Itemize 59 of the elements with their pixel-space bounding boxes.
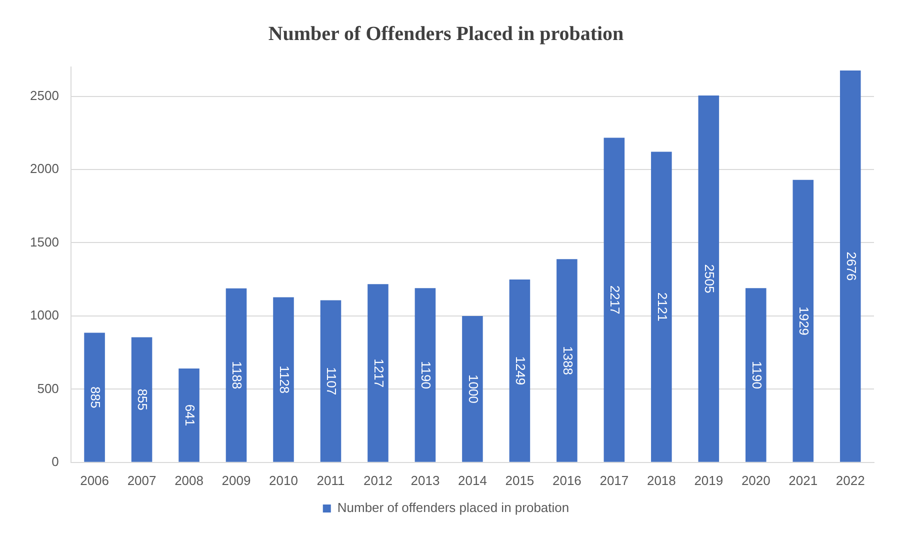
bar (556, 259, 578, 462)
data-label: 641 (182, 404, 198, 426)
data-label: 1107 (324, 367, 340, 396)
data-label: 2217 (608, 285, 623, 314)
bar (226, 288, 247, 462)
x-tick-label: 2011 (316, 472, 345, 488)
bar (509, 279, 530, 462)
bar (273, 297, 294, 462)
x-tick-label: 2017 (600, 472, 629, 488)
bar (131, 337, 152, 462)
y-tick-label: 2500 (30, 88, 59, 103)
x-tick-label: 2015 (505, 472, 534, 488)
x-tick-label: 2021 (788, 472, 818, 488)
x-tick-label: 2006 (80, 472, 109, 488)
data-label: 1190 (418, 361, 434, 389)
bar (178, 368, 200, 462)
bar (604, 138, 625, 462)
bar (651, 152, 672, 462)
bar (414, 288, 436, 462)
bar (84, 332, 105, 462)
x-tick-label: 2012 (364, 472, 392, 488)
x-tick-label: 2013 (410, 472, 440, 488)
x-tick-label: 2016 (552, 472, 582, 488)
data-label: 1217 (371, 358, 386, 388)
legend-label: Number of offenders placed in probation (337, 500, 570, 516)
data-label: 1190 (749, 361, 764, 389)
bar (792, 180, 814, 462)
bar (746, 288, 766, 462)
data-label: 2121 (654, 292, 670, 322)
x-tick-label: 2010 (269, 472, 298, 488)
x-tick-label: 2009 (222, 472, 251, 488)
data-label: 1388 (560, 346, 576, 375)
x-tick-label: 2007 (127, 472, 156, 488)
data-label: 1000 (466, 374, 481, 404)
data-label: 1249 (513, 356, 528, 386)
bar (698, 96, 720, 462)
bar (840, 70, 861, 462)
bar (320, 300, 342, 462)
x-tick-label: 2019 (694, 472, 724, 488)
data-label: 2505 (702, 264, 718, 294)
bar (462, 316, 483, 462)
x-tick-label: 2014 (458, 472, 487, 488)
data-label: 1929 (796, 306, 812, 336)
x-tick-label: 2018 (646, 472, 676, 488)
x-tick-label: 2008 (174, 472, 204, 488)
chart-title: Number of Offenders Placed in probation (268, 23, 624, 46)
data-label: 1188 (230, 361, 245, 390)
x-tick-label: 2020 (741, 472, 770, 488)
data-label: 2676 (844, 252, 859, 281)
y-tick-label: 1500 (30, 234, 59, 250)
data-label: 885 (88, 386, 103, 408)
bar (368, 284, 388, 462)
y-tick-label: 1000 (30, 308, 59, 323)
x-tick-label: 2022 (836, 472, 865, 488)
y-tick-label: 2000 (30, 161, 59, 176)
data-label: 855 (135, 388, 150, 410)
y-tick-label: 0 (52, 454, 59, 469)
y-tick-label: 500 (37, 380, 59, 396)
data-label: 1128 (276, 366, 292, 394)
